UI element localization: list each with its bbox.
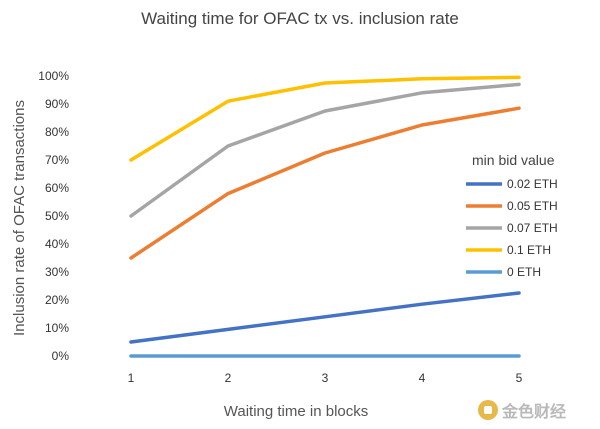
legend: min bid value 0.02 ETH 0.05 ETH 0.07 ETH 0.… (466, 152, 558, 279)
y-axis-title: Inclusion rate of OFAC transactions (11, 100, 28, 336)
y-tick-label: 90% (45, 97, 69, 111)
x-axis-title: Waiting time in blocks (224, 403, 369, 420)
y-tick-labels: 0% 10% 20% 30% 40% 50% 60% 70% 80% 90% 100% (38, 69, 69, 363)
legend-label: 0.07 ETH (507, 221, 558, 235)
y-tick-label: 50% (45, 209, 69, 223)
series-lines (129, 75, 521, 358)
watermark-text: 金色财经 (502, 404, 567, 421)
legend-label: 0.1 ETH (507, 243, 551, 257)
y-tick-label: 80% (45, 125, 69, 139)
y-tick-label: 40% (45, 237, 69, 251)
x-tick-label: 1 (128, 371, 135, 385)
series-line (129, 291, 521, 344)
series-line (129, 106, 521, 260)
x-tick-label: 5 (516, 371, 523, 385)
x-tick-label: 4 (419, 371, 426, 385)
gold-coin-logo-icon (478, 400, 498, 420)
legend-title: min bid value (472, 152, 555, 168)
series-line (129, 82, 521, 218)
legend-label: 0.02 ETH (507, 177, 558, 191)
y-tick-label: 10% (45, 321, 69, 335)
y-tick-label: 60% (45, 181, 69, 195)
x-tick-label: 3 (322, 371, 329, 385)
x-tick-label: 2 (225, 371, 232, 385)
series-line (129, 75, 521, 162)
watermark: 金色财经 (478, 398, 566, 422)
y-tick-label: 20% (45, 293, 69, 307)
y-tick-label: 0% (52, 349, 70, 363)
y-tick-label: 70% (45, 153, 69, 167)
chart-title: Waiting time for OFAC tx vs. inclusion r… (141, 9, 459, 28)
x-tick-labels: 1 2 3 4 5 (128, 371, 523, 385)
y-tick-label: 100% (38, 69, 69, 83)
y-tick-label: 30% (45, 265, 69, 279)
legend-label: 0 ETH (507, 265, 541, 279)
legend-label: 0.05 ETH (507, 199, 558, 213)
